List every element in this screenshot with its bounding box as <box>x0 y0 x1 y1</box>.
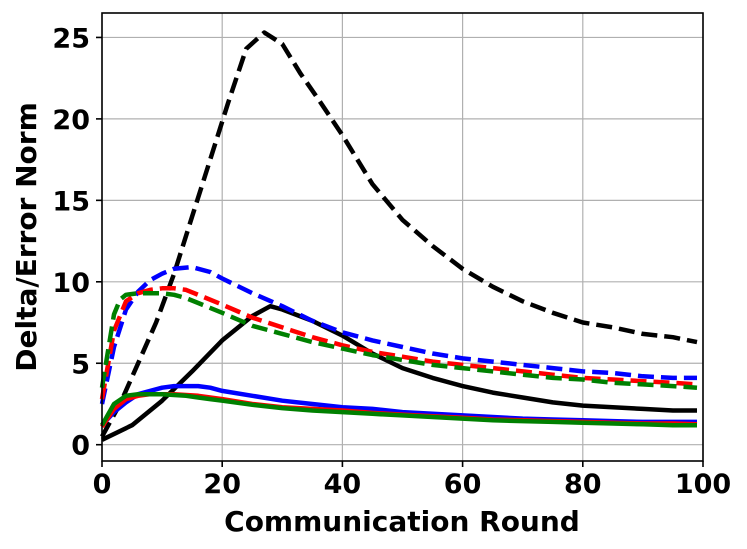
series-line-2-solid <box>101 303 697 442</box>
y-tick-label: 10 <box>52 268 90 299</box>
x-tick-label: 80 <box>564 469 602 500</box>
series-line-5-dashed <box>99 290 698 390</box>
series-lines <box>99 30 698 442</box>
x-tick-label: 60 <box>444 469 482 500</box>
series-line-1-dashed <box>100 30 698 438</box>
x-tick-label: 20 <box>203 469 241 500</box>
x-tick-label: 0 <box>93 469 112 500</box>
y-tick-label: 20 <box>52 105 90 136</box>
x-tick-label: 100 <box>675 469 731 500</box>
x-tick-label: 40 <box>324 469 362 500</box>
series-line-4-dashed <box>99 286 698 400</box>
y-tick-label: 15 <box>52 186 90 217</box>
x-axis-title: Communication Round <box>224 505 580 538</box>
y-axis-title: Delta/Error Norm <box>10 102 43 372</box>
series-line-8-solid <box>100 391 697 428</box>
y-tick-label: 25 <box>52 23 90 54</box>
y-tick-label: 5 <box>71 349 90 380</box>
axis-ticks: 0 20 40 60 80 100 0 5 10 15 20 25 <box>52 23 731 500</box>
y-tick-label: 0 <box>71 431 90 462</box>
plot-frame <box>101 12 704 462</box>
series-line-3-dashed <box>99 264 697 405</box>
